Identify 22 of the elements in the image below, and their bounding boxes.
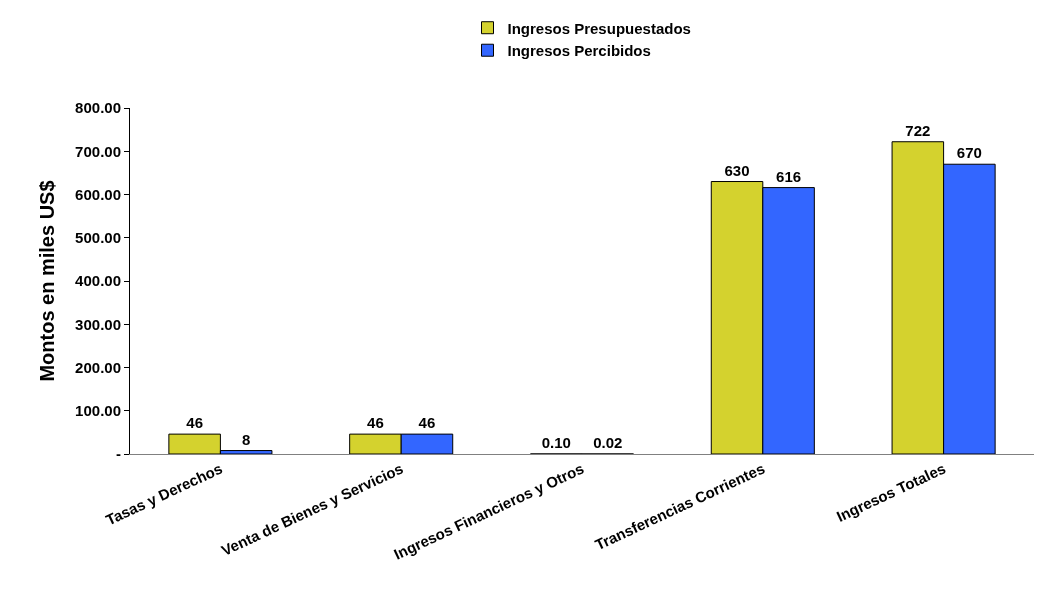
y-tick-label: - [116,445,121,463]
y-tick-label: 100.00 [75,402,121,419]
data-label: 616 [776,167,802,185]
data-label: 630 [724,161,750,179]
data-label: 0.10 [541,433,571,451]
data-label: 670 [956,144,982,162]
y-tick-label: 600.00 [75,185,121,203]
legend-label: Ingresos Presupuestados [507,19,691,37]
data-label: 46 [367,414,384,432]
data-label: 46 [186,414,203,432]
y-tick-label: 300.00 [75,315,121,333]
data-label: 0.02 [593,433,623,451]
data-label: 46 [418,414,436,432]
y-tick-label: 800.00 [75,99,121,117]
y-tick-label: 500.00 [75,229,121,246]
y-tick-label: 700.00 [75,142,121,160]
data-label: 722 [905,121,931,139]
y-tick-label: 200.00 [75,358,121,376]
data-label: 8 [241,430,251,448]
y-axis-title: Montos en miles US$ [35,180,58,382]
legend-label: Ingresos Percibidos [507,42,651,60]
y-tick-label: 400.00 [75,272,121,290]
